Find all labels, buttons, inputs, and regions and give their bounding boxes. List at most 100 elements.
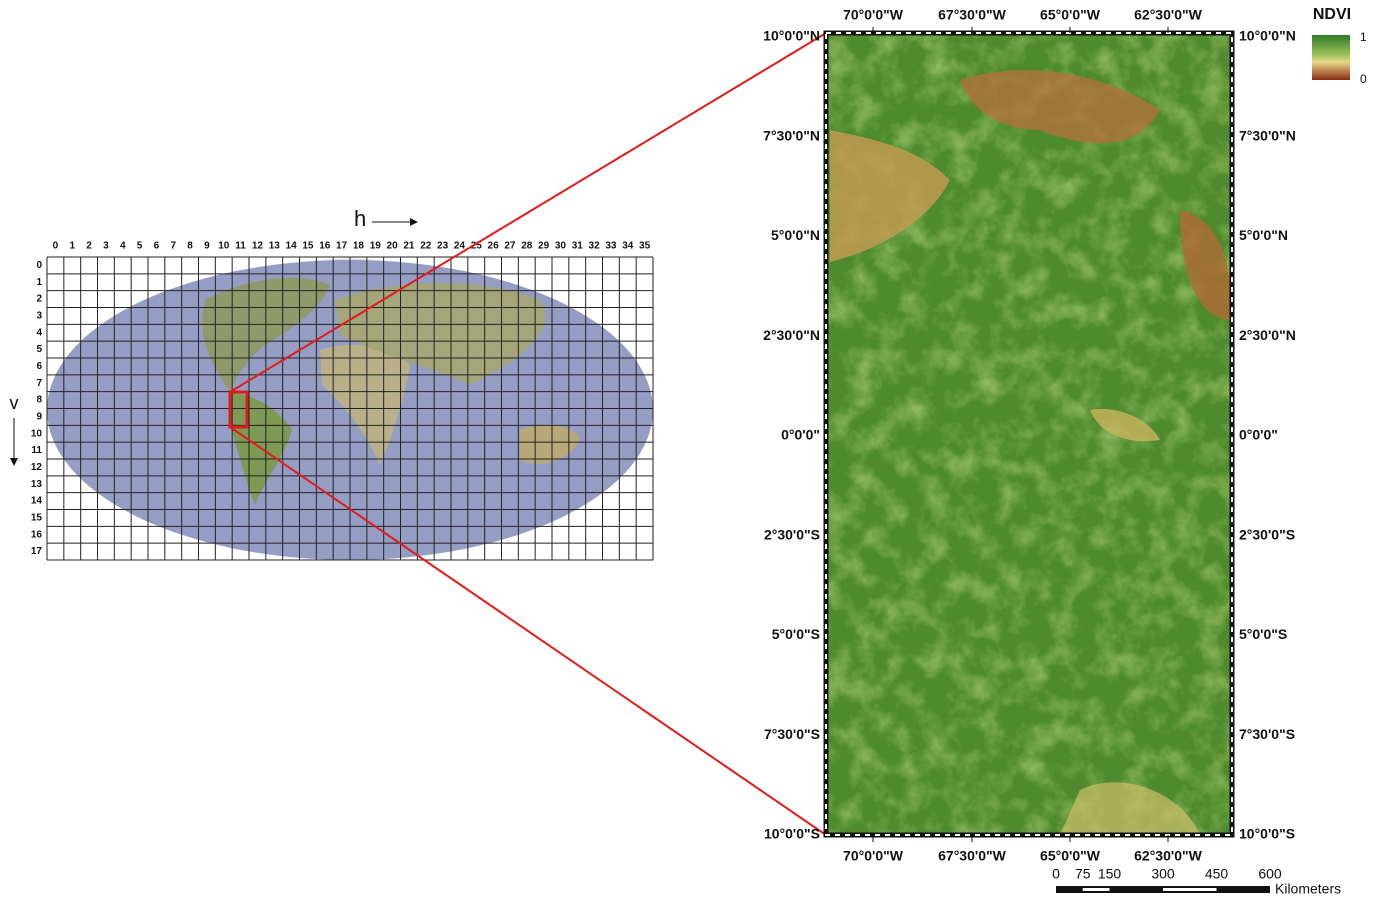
map-frame-dash — [825, 32, 1233, 836]
scale-label: 450 — [1205, 866, 1229, 882]
left-latitude: 2°30'0"S — [764, 526, 820, 542]
column-label: 10 — [218, 241, 230, 252]
column-label: 4 — [120, 241, 126, 252]
coordinate-labels: 70°0'0"W 67°30'0"W 65°0'0"W 62°30'0"W 70°0'0… — [763, 7, 1296, 864]
left-latitude: 2°30'0"N — [763, 327, 820, 343]
top-longitude: 65°0'0"W — [1040, 7, 1101, 23]
left-latitude: 7°30'0"S — [764, 726, 820, 742]
column-label: 0 — [53, 241, 59, 252]
top-longitude: 67°30'0"W — [938, 7, 1006, 23]
column-label: 19 — [370, 241, 382, 252]
bottom-longitude: 65°0'0"W — [1040, 848, 1101, 864]
row-label: 5 — [36, 344, 42, 355]
column-label: 34 — [622, 241, 634, 252]
row-label: 0 — [36, 260, 42, 271]
column-label: 7 — [170, 241, 176, 252]
column-label: 31 — [572, 241, 584, 252]
zoom-line — [229, 426, 827, 836]
scale-label: 300 — [1151, 866, 1175, 882]
ndvi-map: 70°0'0"W 67°30'0"W 65°0'0"W 62°30'0"W 70°0'0… — [763, 7, 1296, 864]
right-latitude: 7°30'0"N — [1239, 127, 1296, 143]
dry-area — [1180, 210, 1232, 320]
h-arrowhead — [410, 218, 418, 226]
right-latitude: 5°0'0"N — [1239, 227, 1288, 243]
legend-max: 1 — [1360, 30, 1367, 44]
column-label: 26 — [488, 241, 500, 252]
right-latitude: 2°30'0"S — [1239, 526, 1295, 542]
v-axis-label: v — [10, 393, 19, 413]
column-label: 21 — [403, 241, 415, 252]
tile-grid: 0 1 2 3 4 5 6 7 8 9 10 11 12 13 14 15 16 17 18 19 20 21 22 23 24… — [31, 241, 654, 561]
zoom-line — [229, 32, 827, 393]
left-latitude: 5°0'0"S — [772, 626, 820, 642]
ndvi-legend: NDVI 1 0 — [1312, 6, 1367, 86]
left-latitude: 10°0'0"N — [763, 28, 820, 44]
right-latitude: 2°30'0"N — [1239, 327, 1296, 343]
column-label: 23 — [437, 241, 449, 252]
scale-segment — [1163, 888, 1217, 891]
row-label: 14 — [31, 496, 43, 507]
column-label: 30 — [555, 241, 567, 252]
column-label: 35 — [639, 241, 651, 252]
bottom-longitude: 70°0'0"W — [843, 848, 904, 864]
column-label: 25 — [471, 241, 483, 252]
row-label: 15 — [31, 513, 43, 524]
row-label: 2 — [36, 294, 42, 305]
column-label: 8 — [187, 241, 193, 252]
column-label: 29 — [538, 241, 550, 252]
column-label: 22 — [420, 241, 432, 252]
h-axis-label: h — [354, 206, 366, 231]
left-latitude: 0°0'0" — [781, 427, 820, 443]
dry-area — [1060, 782, 1200, 835]
row-label: 6 — [36, 361, 42, 372]
column-label: 20 — [387, 241, 399, 252]
dry-area — [960, 70, 1160, 144]
row-label: 10 — [31, 428, 43, 439]
scale-label: 600 — [1258, 866, 1282, 882]
column-label: 27 — [504, 241, 516, 252]
scale-segment — [1082, 888, 1110, 891]
v-arrowhead — [10, 458, 18, 466]
column-label: 12 — [252, 241, 264, 252]
left-latitude: 7°30'0"N — [763, 127, 820, 143]
row-label: 8 — [36, 395, 42, 406]
top-longitude: 70°0'0"W — [843, 7, 904, 23]
column-label: 32 — [589, 241, 601, 252]
column-label: 17 — [336, 241, 348, 252]
row-label: 1 — [36, 277, 42, 288]
column-label: 11 — [235, 241, 246, 252]
row-label: 11 — [31, 445, 42, 456]
row-label: 13 — [31, 479, 43, 490]
scale-label: 0 — [1052, 866, 1060, 882]
row-label: 9 — [36, 412, 42, 423]
row-label: 12 — [31, 462, 43, 473]
column-label: 14 — [286, 241, 298, 252]
column-label: 1 — [69, 241, 75, 252]
column-label: 3 — [103, 241, 109, 252]
row-label: 4 — [36, 327, 42, 338]
scale-label: 150 — [1098, 866, 1122, 882]
column-label: 24 — [454, 241, 466, 252]
bottom-longitude: 67°30'0"W — [938, 848, 1006, 864]
column-label: 5 — [137, 241, 143, 252]
dry-area — [1090, 409, 1160, 442]
scale-label: 75 — [1075, 866, 1091, 882]
scale-bar: Kilometers 0 75 150 300 450 600 — [1052, 866, 1341, 897]
column-label: 33 — [605, 241, 617, 252]
right-latitude: 7°30'0"S — [1239, 726, 1295, 742]
right-latitude: 5°0'0"S — [1239, 626, 1287, 642]
left-latitude: 5°0'0"N — [771, 227, 820, 243]
world-map: 0 1 2 3 4 5 6 7 8 9 10 11 12 13 14 15 16 17 18 19 20 21 22 23 24… — [10, 32, 827, 836]
legend-title: NDVI — [1313, 6, 1351, 23]
row-label: 16 — [31, 529, 43, 540]
right-latitude: 10°0'0"S — [1239, 826, 1295, 842]
right-latitude: 0°0'0" — [1239, 427, 1278, 443]
bottom-longitude: 62°30'0"W — [1134, 848, 1202, 864]
column-label: 6 — [154, 241, 160, 252]
column-label: 16 — [319, 241, 331, 252]
row-label: 7 — [36, 378, 42, 389]
row-label: 3 — [36, 311, 42, 322]
legend-ramp — [1312, 35, 1350, 80]
legend-min: 0 — [1360, 72, 1367, 86]
